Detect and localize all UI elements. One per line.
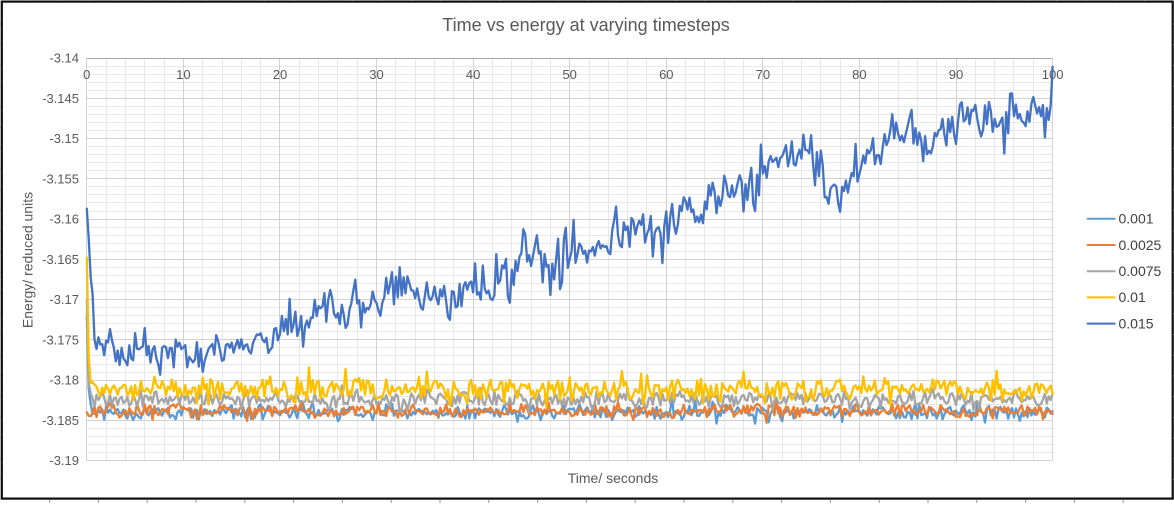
svg-text:0.0075: 0.0075 <box>1119 263 1162 279</box>
svg-text:-3.175: -3.175 <box>42 332 79 347</box>
svg-text:-3.17: -3.17 <box>49 292 79 307</box>
svg-text:Time vs energy at varying time: Time vs energy at varying timesteps <box>442 15 729 35</box>
svg-text:-3.19: -3.19 <box>49 453 79 468</box>
svg-text:-3.165: -3.165 <box>42 252 79 267</box>
svg-text:0.01: 0.01 <box>1119 289 1146 305</box>
svg-text:Energy/ reduced units: Energy/ reduced units <box>20 192 36 328</box>
svg-text:30: 30 <box>369 67 383 82</box>
svg-text:Time/ seconds: Time/ seconds <box>568 470 659 486</box>
svg-text:-3.18: -3.18 <box>49 373 79 388</box>
svg-text:0.001: 0.001 <box>1119 211 1154 227</box>
svg-text:-3.185: -3.185 <box>42 413 79 428</box>
svg-text:70: 70 <box>756 67 770 82</box>
svg-text:20: 20 <box>273 67 287 82</box>
svg-text:-3.15: -3.15 <box>49 131 79 146</box>
svg-text:50: 50 <box>562 67 576 82</box>
svg-text:100: 100 <box>1042 67 1064 82</box>
svg-text:-3.16: -3.16 <box>49 212 79 227</box>
svg-text:0.0025: 0.0025 <box>1119 237 1162 253</box>
svg-text:60: 60 <box>659 67 673 82</box>
svg-text:90: 90 <box>949 67 963 82</box>
svg-text:80: 80 <box>852 67 866 82</box>
svg-text:0: 0 <box>83 67 90 82</box>
svg-text:0.015: 0.015 <box>1119 315 1154 331</box>
svg-text:40: 40 <box>466 67 480 82</box>
svg-text:-3.145: -3.145 <box>42 91 79 106</box>
svg-text:10: 10 <box>176 67 190 82</box>
svg-text:-3.14: -3.14 <box>49 51 79 66</box>
svg-text:-3.155: -3.155 <box>42 171 79 186</box>
